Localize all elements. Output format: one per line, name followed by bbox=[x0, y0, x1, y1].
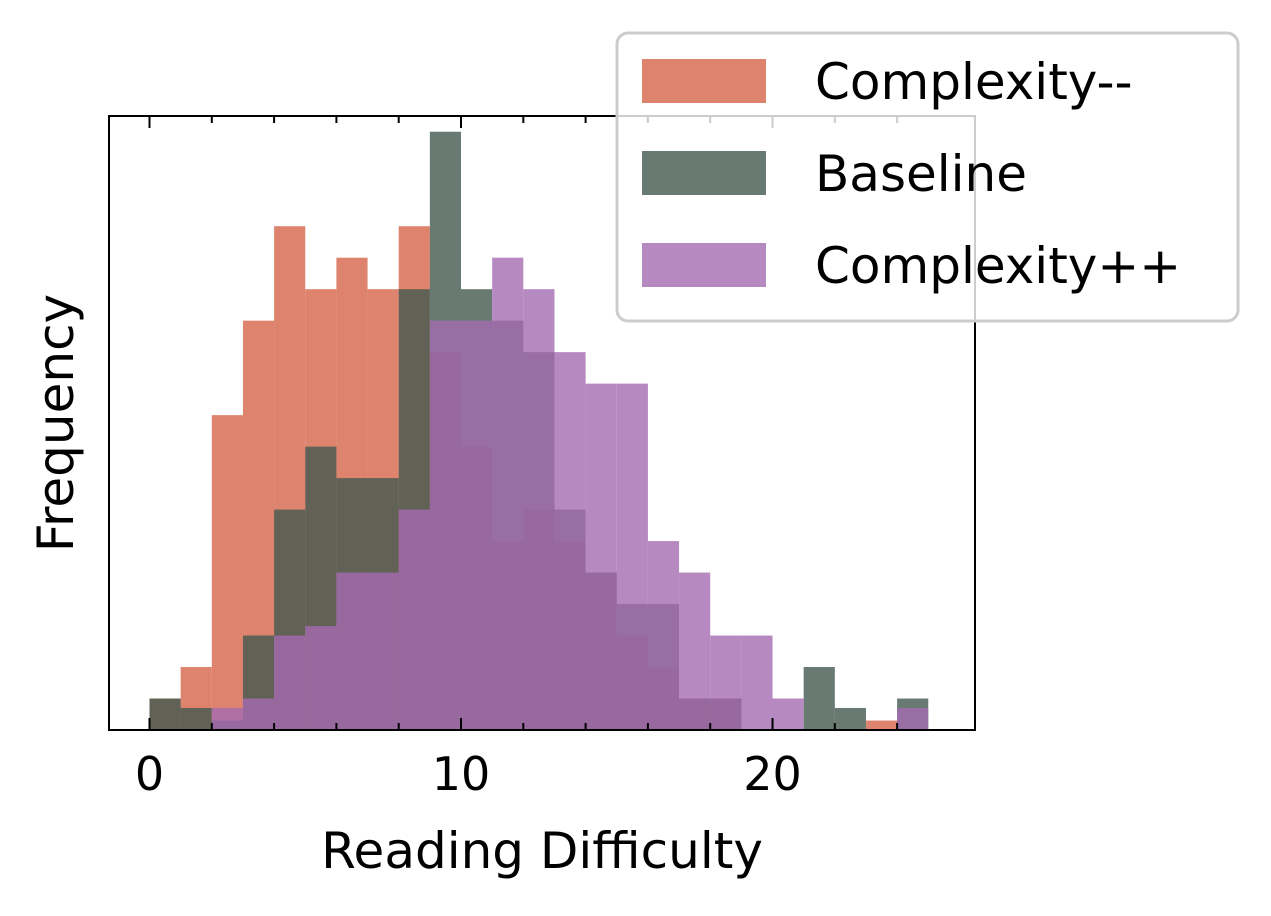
legend-swatch bbox=[642, 243, 766, 287]
histogram-bar bbox=[211, 707, 243, 730]
histogram-bar bbox=[336, 572, 368, 730]
histogram-bar bbox=[180, 707, 212, 730]
histogram-bar bbox=[149, 698, 181, 730]
y-axis-label: Frequency bbox=[27, 294, 85, 552]
histogram-bar bbox=[523, 289, 555, 730]
histogram-bar bbox=[242, 698, 275, 730]
legend-label: Baseline bbox=[815, 145, 1027, 203]
legend-swatch bbox=[642, 151, 766, 195]
histogram-bar bbox=[741, 635, 773, 730]
legend-entries: Complexity-- Baseline Complexity++ bbox=[642, 53, 1181, 295]
x-tick-label: 10 bbox=[432, 747, 491, 801]
histogram-bar bbox=[710, 635, 742, 730]
x-tick-label: 20 bbox=[743, 747, 802, 801]
plot-frame bbox=[108, 115, 976, 731]
legend: Complexity-- Baseline Complexity++ bbox=[615, 31, 1240, 323]
histogram-bar bbox=[305, 626, 337, 730]
histogram-bar bbox=[398, 509, 430, 730]
histogram-bar bbox=[772, 698, 804, 730]
histogram-bar bbox=[367, 572, 399, 730]
x-axis-label: Reading Difficulty bbox=[321, 822, 763, 880]
histogram-bar bbox=[834, 707, 866, 730]
series-2-bars bbox=[211, 257, 929, 730]
histogram-bar bbox=[897, 707, 929, 730]
legend-label: Complexity++ bbox=[815, 237, 1181, 295]
bars-layer bbox=[149, 131, 929, 731]
histogram-bar bbox=[429, 320, 462, 730]
histogram-bar bbox=[274, 635, 306, 730]
legend-label: Complexity-- bbox=[815, 53, 1133, 111]
histogram-bar bbox=[554, 352, 586, 730]
legend-box bbox=[615, 31, 1240, 323]
x-axis-ticks: 0 10 20 bbox=[135, 116, 899, 801]
histogram-bar bbox=[865, 720, 898, 730]
histogram-bar bbox=[616, 383, 648, 730]
legend-swatch bbox=[642, 59, 766, 103]
histogram-bar bbox=[647, 541, 680, 730]
histogram-bar bbox=[803, 667, 835, 730]
histogram-bar bbox=[679, 572, 711, 730]
histogram-bar bbox=[585, 383, 617, 730]
histogram-bar bbox=[492, 257, 524, 730]
histogram-bar bbox=[211, 415, 243, 730]
x-tick-label: 0 bbox=[135, 747, 164, 801]
histogram-bar bbox=[461, 320, 493, 730]
